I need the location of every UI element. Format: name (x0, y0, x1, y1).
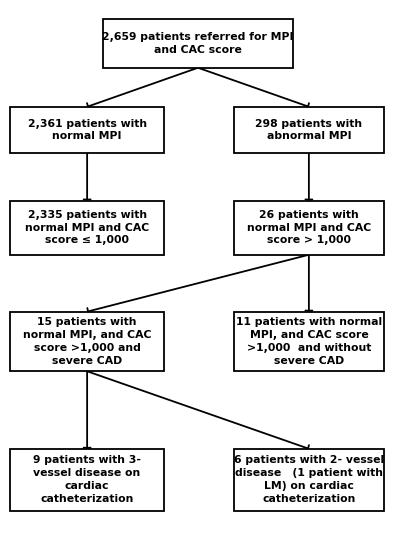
FancyBboxPatch shape (234, 107, 384, 153)
Text: 9 patients with 3-
vessel disease on
cardiac
catheterization: 9 patients with 3- vessel disease on car… (33, 455, 141, 504)
FancyBboxPatch shape (234, 312, 384, 371)
FancyBboxPatch shape (10, 107, 164, 153)
Text: 26 patients with
normal MPI and CAC
score > 1,000: 26 patients with normal MPI and CAC scor… (247, 210, 371, 246)
Text: 2,335 patients with
normal MPI and CAC
score ≤ 1,000: 2,335 patients with normal MPI and CAC s… (25, 210, 149, 246)
FancyBboxPatch shape (103, 19, 293, 68)
Text: 2,659 patients referred for MPI
and CAC score: 2,659 patients referred for MPI and CAC … (102, 32, 294, 55)
Text: 2,361 patients with
normal MPI: 2,361 patients with normal MPI (28, 119, 147, 141)
Text: 11 patients with normal
MPI, and CAC score
>1,000  and without
severe CAD: 11 patients with normal MPI, and CAC sco… (236, 317, 382, 366)
FancyBboxPatch shape (234, 201, 384, 255)
Text: 15 patients with
normal MPI, and CAC
score >1,000 and
severe CAD: 15 patients with normal MPI, and CAC sco… (23, 317, 151, 366)
Text: 298 patients with
abnormal MPI: 298 patients with abnormal MPI (255, 119, 362, 141)
FancyBboxPatch shape (10, 312, 164, 371)
FancyBboxPatch shape (234, 449, 384, 511)
FancyBboxPatch shape (10, 449, 164, 511)
Text: 6 patients with 2- vessel
disease   (1 patient with
LM) on cardiac
catheterizati: 6 patients with 2- vessel disease (1 pat… (234, 455, 384, 504)
FancyBboxPatch shape (10, 201, 164, 255)
